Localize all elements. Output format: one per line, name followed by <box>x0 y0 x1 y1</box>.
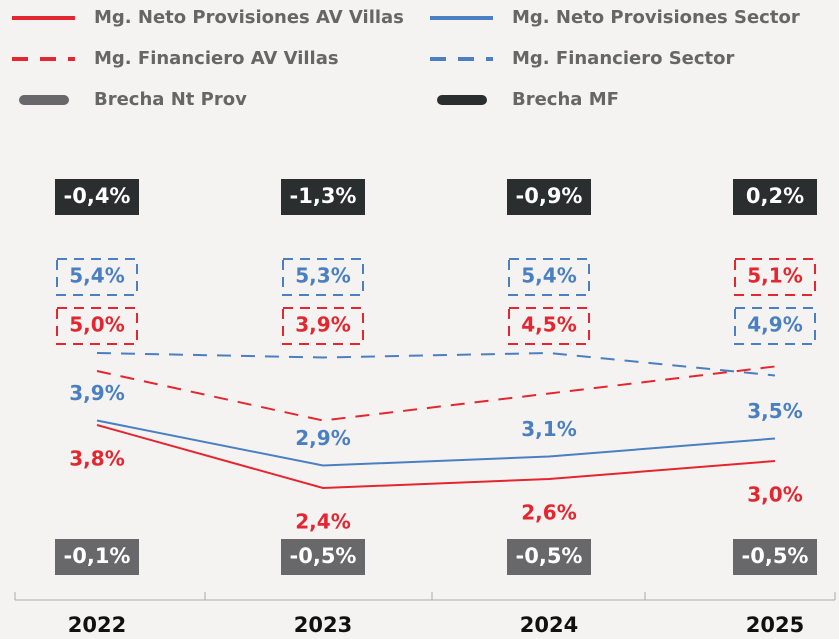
series-line <box>96 365 776 422</box>
legend-label: Mg. Neto Provisiones AV Villas <box>94 7 404 28</box>
legend-label: Brecha MF <box>512 89 619 110</box>
value-label: 5,4% <box>521 264 576 288</box>
series-line <box>96 419 776 467</box>
value-label: 4,5% <box>521 313 576 337</box>
gap-box <box>733 179 817 215</box>
series-line <box>96 351 776 377</box>
value-label: 3,9% <box>69 381 124 405</box>
gap-label: -0,1% <box>64 544 131 568</box>
gap-box <box>733 539 817 575</box>
gap-label: -0,5% <box>516 544 583 568</box>
legend-label: Mg. Financiero Sector <box>512 48 735 69</box>
value-label: 3,5% <box>747 399 802 423</box>
value-label: 3,1% <box>521 417 576 441</box>
value-label: 4,9% <box>747 313 802 337</box>
gap-box <box>281 539 365 575</box>
value-box <box>282 258 364 296</box>
value-box <box>56 307 138 345</box>
gap-box <box>281 179 365 215</box>
x-tick-label: 2023 <box>294 613 352 637</box>
x-tick-label: 2024 <box>520 613 578 637</box>
gap-box <box>55 179 139 215</box>
x-tick-label: 2025 <box>746 613 804 637</box>
gap-label: -1,3% <box>290 184 357 208</box>
legend-label: Brecha Nt Prov <box>94 89 247 110</box>
value-label: 3,9% <box>295 313 350 337</box>
gap-box <box>55 539 139 575</box>
legend-label: Mg. Neto Provisiones Sector <box>512 7 800 28</box>
value-box <box>508 307 590 345</box>
value-label: 5,0% <box>69 313 124 337</box>
value-label: 5,3% <box>295 264 350 288</box>
gap-label: 0,2% <box>746 184 804 208</box>
value-label: 3,8% <box>69 447 124 471</box>
value-label: 5,1% <box>747 264 802 288</box>
gap-label: -0,4% <box>64 184 131 208</box>
value-box <box>508 258 590 296</box>
value-box <box>734 258 816 296</box>
gap-label: -0,9% <box>516 184 583 208</box>
value-label: 2,9% <box>295 426 350 450</box>
gap-box <box>507 539 591 575</box>
x-tick-label: 2022 <box>68 613 126 637</box>
gap-label: -0,5% <box>290 544 357 568</box>
value-label: 5,4% <box>69 264 124 288</box>
gap-box <box>507 179 591 215</box>
legend-label: Mg. Financiero AV Villas <box>94 48 339 69</box>
value-label: 2,6% <box>521 501 576 525</box>
value-box <box>734 307 816 345</box>
value-label: 2,4% <box>295 510 350 534</box>
series-line <box>96 424 776 490</box>
value-box <box>282 307 364 345</box>
gap-label: -0,5% <box>742 544 809 568</box>
value-box <box>56 258 138 296</box>
value-label: 3,0% <box>747 483 802 507</box>
